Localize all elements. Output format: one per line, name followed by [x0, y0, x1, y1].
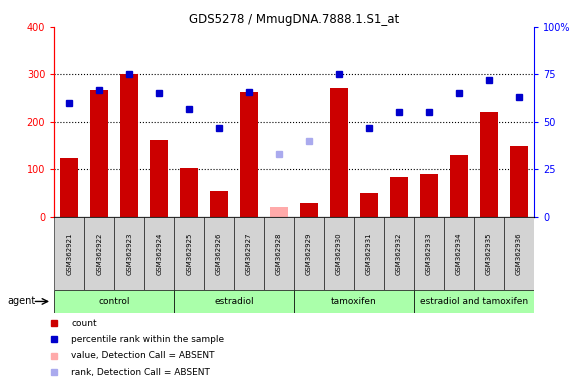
- Text: GSM362929: GSM362929: [306, 232, 312, 275]
- Bar: [270, 207, 288, 217]
- Text: tamoxifen: tamoxifen: [331, 297, 377, 306]
- Bar: [360, 193, 378, 217]
- Bar: [120, 74, 138, 217]
- Text: estradiol: estradiol: [214, 297, 254, 306]
- Bar: [174, 290, 294, 313]
- Bar: [234, 217, 264, 290]
- Text: GSM362923: GSM362923: [126, 232, 132, 275]
- Text: estradiol and tamoxifen: estradiol and tamoxifen: [420, 297, 528, 306]
- Text: GSM362936: GSM362936: [516, 232, 522, 275]
- Text: GSM362935: GSM362935: [486, 232, 492, 275]
- Text: GSM362925: GSM362925: [186, 232, 192, 275]
- Text: GSM362933: GSM362933: [426, 232, 432, 275]
- Bar: [300, 203, 318, 217]
- Text: GSM362921: GSM362921: [66, 232, 73, 275]
- Text: GSM362924: GSM362924: [156, 232, 162, 275]
- Bar: [324, 217, 354, 290]
- Bar: [180, 168, 198, 217]
- Bar: [54, 290, 174, 313]
- Bar: [61, 157, 78, 217]
- Text: GSM362932: GSM362932: [396, 232, 402, 275]
- Bar: [390, 177, 408, 217]
- Bar: [264, 217, 294, 290]
- Text: rank, Detection Call = ABSENT: rank, Detection Call = ABSENT: [71, 367, 210, 376]
- Text: GSM362930: GSM362930: [336, 232, 342, 275]
- Text: GSM362926: GSM362926: [216, 232, 222, 275]
- Bar: [474, 217, 504, 290]
- Bar: [294, 290, 414, 313]
- Text: GSM362931: GSM362931: [366, 232, 372, 275]
- Bar: [510, 146, 528, 217]
- Text: percentile rank within the sample: percentile rank within the sample: [71, 335, 224, 344]
- Bar: [174, 217, 204, 290]
- Text: GSM362922: GSM362922: [96, 232, 102, 275]
- Bar: [330, 88, 348, 217]
- Bar: [444, 217, 474, 290]
- Bar: [480, 113, 498, 217]
- Text: count: count: [71, 319, 97, 328]
- Bar: [85, 217, 114, 290]
- Bar: [384, 217, 414, 290]
- Bar: [90, 89, 108, 217]
- Bar: [240, 93, 258, 217]
- Bar: [210, 191, 228, 217]
- Bar: [114, 217, 144, 290]
- Bar: [204, 217, 234, 290]
- Text: GSM362934: GSM362934: [456, 232, 462, 275]
- Bar: [504, 217, 534, 290]
- Bar: [144, 217, 174, 290]
- Text: agent: agent: [7, 296, 35, 306]
- Text: control: control: [98, 297, 130, 306]
- Bar: [354, 217, 384, 290]
- Bar: [150, 140, 168, 217]
- Bar: [414, 290, 534, 313]
- Title: GDS5278 / MmugDNA.7888.1.S1_at: GDS5278 / MmugDNA.7888.1.S1_at: [189, 13, 399, 26]
- Bar: [54, 217, 85, 290]
- Bar: [450, 155, 468, 217]
- Bar: [420, 174, 438, 217]
- Bar: [414, 217, 444, 290]
- Text: GSM362927: GSM362927: [246, 232, 252, 275]
- Bar: [294, 217, 324, 290]
- Text: value, Detection Call = ABSENT: value, Detection Call = ABSENT: [71, 351, 215, 360]
- Text: GSM362928: GSM362928: [276, 232, 282, 275]
